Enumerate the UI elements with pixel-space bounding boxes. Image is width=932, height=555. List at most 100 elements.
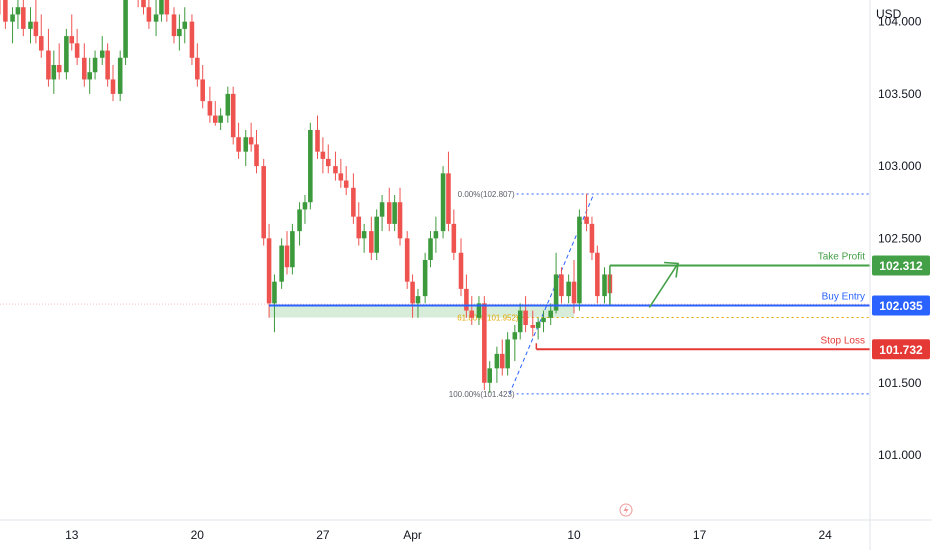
candle-body <box>584 216 589 224</box>
candle-body <box>182 21 188 29</box>
candle-body <box>189 21 195 58</box>
candle-body <box>117 57 123 94</box>
candle-body <box>397 202 403 239</box>
candle-body <box>464 288 469 311</box>
projection-arrow-head <box>664 261 679 278</box>
candle-body <box>284 245 290 268</box>
candle-body <box>422 260 428 297</box>
candle-body <box>51 65 57 80</box>
candle-body <box>218 115 223 123</box>
candle-body <box>541 317 546 323</box>
fib-trend-line <box>508 193 595 395</box>
candle-body <box>56 65 62 73</box>
fib-label-100: 100.00%(101.423) <box>449 390 515 399</box>
candle-body <box>505 339 510 369</box>
fib-label-618: 61.80%(101.952) <box>457 313 519 322</box>
candle-body <box>110 79 116 94</box>
y-tick-label: 101.500 <box>878 376 922 390</box>
candle-body <box>212 115 218 123</box>
fibonacci-layer: 0.00%(102.807) 61.80%(101.952) 100.00%(101… <box>449 190 870 399</box>
candle-body <box>404 238 410 282</box>
candle-body <box>440 173 446 232</box>
candle-body <box>266 238 272 304</box>
price-label-text: 102.035 <box>879 299 923 313</box>
x-tick-label: 20 <box>191 528 205 542</box>
candle-body <box>379 202 385 217</box>
candle-body <box>164 0 170 15</box>
candle-body <box>571 281 577 304</box>
candle-body <box>415 296 421 304</box>
candle-body <box>308 130 313 203</box>
lightning-glyph <box>623 505 629 515</box>
stop-loss-name: Stop Loss <box>821 335 865 346</box>
candle-body <box>159 0 164 15</box>
candle-body <box>10 14 15 22</box>
candle-body <box>243 137 249 152</box>
candle-body <box>356 216 362 239</box>
candle-body <box>523 310 528 325</box>
candles-layer <box>0 0 613 393</box>
price-labels-layer: 102.312 102.035 101.732 <box>872 255 930 360</box>
candle-body <box>123 0 128 58</box>
candle-body <box>458 252 464 289</box>
candle-body <box>476 303 482 318</box>
price-label-box <box>872 255 930 276</box>
candle-body <box>177 28 182 37</box>
y-tick-label: 102.500 <box>878 231 922 245</box>
candle-body <box>559 274 564 297</box>
candle-body <box>386 202 392 224</box>
candle-body <box>92 57 98 73</box>
candle-body <box>3 0 8 22</box>
x-tick-label: 27 <box>316 528 330 542</box>
candle-body <box>369 231 374 253</box>
candle-body <box>343 180 349 188</box>
candle-body <box>530 325 536 328</box>
candle-body <box>69 36 75 44</box>
candle-body <box>553 274 559 311</box>
candle-body <box>589 223 595 253</box>
candle-body <box>64 36 69 73</box>
price-label-box <box>872 295 930 316</box>
candle-body <box>225 93 231 116</box>
candle-body <box>146 7 152 22</box>
candle-body <box>338 173 344 181</box>
candle-body <box>297 209 302 232</box>
candle-body <box>230 93 236 138</box>
candle-body <box>279 245 284 282</box>
candle-body <box>577 216 582 304</box>
y-tick-label: 101.000 <box>878 448 922 462</box>
x-tick-label: 17 <box>693 528 707 542</box>
candle-body <box>74 43 80 58</box>
price-label-text: 101.732 <box>879 343 923 357</box>
candle-body <box>46 50 51 80</box>
candle-body <box>272 281 277 304</box>
projection-arrow-shaft <box>648 263 679 308</box>
candle-body <box>141 0 146 8</box>
candle-body <box>535 322 541 328</box>
fib-label-0: 0.00%(102.807) <box>458 190 515 199</box>
candle-body <box>153 14 159 22</box>
candle-body <box>87 72 92 80</box>
candle-body <box>261 166 266 239</box>
candle-body <box>320 151 326 159</box>
y-tick-label: 104.000 <box>878 15 922 29</box>
candle-body <box>200 79 205 102</box>
demand-zone-layer <box>0 303 870 318</box>
candle-body <box>207 101 213 116</box>
x-tick-label: 10 <box>567 528 581 542</box>
candle-body <box>566 281 571 297</box>
buy-entry-name: Buy Entry <box>822 292 865 303</box>
candle-body <box>195 57 200 80</box>
x-tick-label: 24 <box>818 528 832 542</box>
candle-body <box>290 231 295 268</box>
candle-body <box>512 332 518 340</box>
lightning-icon <box>619 503 633 517</box>
x-tick-label: Apr <box>403 528 422 542</box>
candle-body <box>433 231 439 239</box>
levels-layer: Take Profit Buy Entry Stop Loss <box>269 251 870 351</box>
candle-body <box>374 216 379 253</box>
candle-body <box>428 238 433 260</box>
candle-body <box>236 137 241 152</box>
